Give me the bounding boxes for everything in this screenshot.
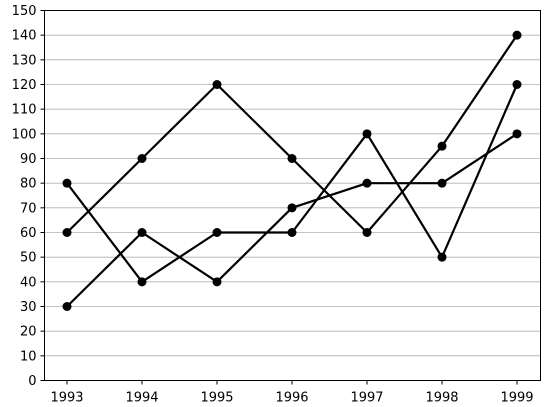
x-tick-label-1994: 1994 bbox=[125, 391, 158, 406]
x-tick-label-1993: 1993 bbox=[50, 391, 83, 406]
y-tick-label-80: 80 bbox=[20, 177, 37, 192]
series-3-point-1993 bbox=[62, 302, 72, 311]
series-2-point-1998 bbox=[437, 252, 447, 262]
series-group bbox=[62, 30, 522, 311]
x-tick-label-1995: 1995 bbox=[200, 391, 233, 406]
y-tick-label-40: 40 bbox=[20, 275, 37, 290]
series-1-point-1994 bbox=[137, 154, 147, 163]
series-1-point-1997 bbox=[362, 228, 372, 237]
x-tick-label-1997: 1997 bbox=[350, 391, 383, 406]
y-tick-label-90: 90 bbox=[20, 152, 37, 167]
series-3-point-1997 bbox=[362, 178, 372, 188]
series-1-point-1998 bbox=[437, 141, 447, 151]
y-tick-label-60: 60 bbox=[20, 226, 37, 241]
y-tick-label-100: 100 bbox=[12, 127, 37, 142]
series-2-point-1993 bbox=[62, 178, 72, 188]
y-tick-label-30: 30 bbox=[20, 300, 37, 315]
y-tick-label-150: 150 bbox=[12, 4, 37, 19]
series-3-point-1994 bbox=[137, 228, 147, 237]
y-tick-label-10: 10 bbox=[20, 349, 37, 364]
y-tick-label-110: 110 bbox=[12, 103, 37, 118]
series-1-point-1993 bbox=[62, 228, 72, 237]
y-axis: 0 10 20 30 40 50 60 70 80 90 100 110 120 130 140 150 bbox=[12, 4, 45, 389]
series-2-point-1997 bbox=[362, 129, 372, 139]
series-3-point-1995 bbox=[212, 277, 222, 287]
series-2-point-1994 bbox=[137, 277, 147, 287]
series-1-point-1995 bbox=[212, 80, 222, 89]
series-1-point-1999 bbox=[512, 30, 522, 40]
y-tick-label-0: 0 bbox=[28, 374, 36, 389]
y-tick-label-50: 50 bbox=[20, 251, 37, 266]
series-1-point-1996 bbox=[287, 154, 297, 163]
series-2-point-1996 bbox=[287, 228, 297, 237]
x-tick-label-1996: 1996 bbox=[275, 391, 308, 406]
x-tick-label-1999: 1999 bbox=[500, 391, 533, 406]
y-tick-label-130: 130 bbox=[12, 53, 37, 68]
series-2-point-1995 bbox=[212, 228, 222, 237]
series-3-point-1999 bbox=[512, 129, 522, 139]
series-2-point-1999 bbox=[512, 80, 522, 89]
y-tick-label-70: 70 bbox=[20, 201, 37, 216]
grid-lines bbox=[44, 34, 541, 357]
series-3-point-1998 bbox=[437, 178, 447, 188]
y-tick-label-120: 120 bbox=[12, 78, 37, 93]
y-tick-label-20: 20 bbox=[20, 325, 37, 340]
plot-area-frame bbox=[44, 10, 541, 381]
x-axis: 1993 1994 1995 1996 1997 1998 1999 bbox=[50, 380, 534, 406]
x-tick-label-1998: 1998 bbox=[425, 391, 458, 406]
series-3-point-1996 bbox=[287, 203, 297, 213]
y-tick-label-140: 140 bbox=[12, 29, 37, 44]
